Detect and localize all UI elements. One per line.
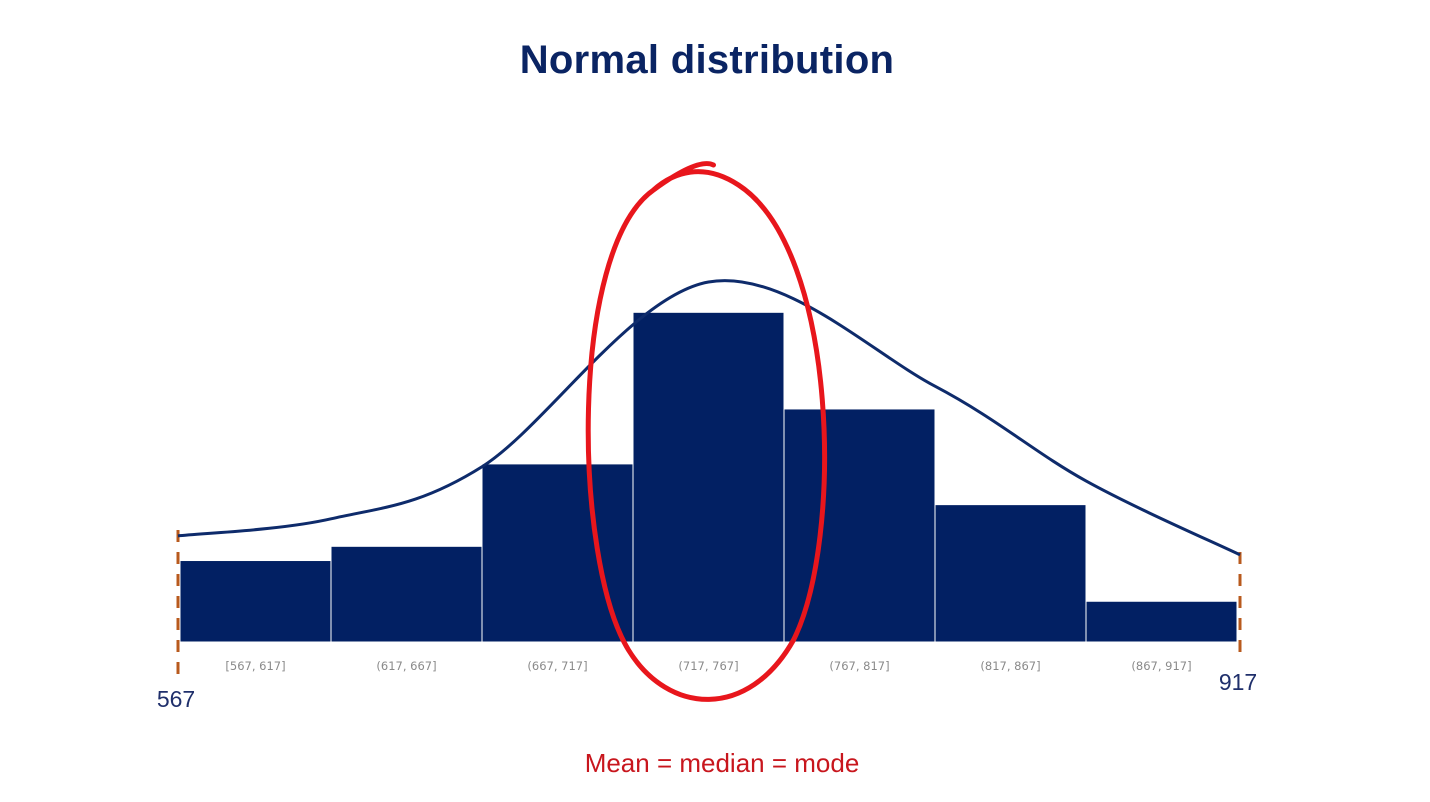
normal-curve — [177, 279, 1241, 557]
bin-label: [567, 617] — [225, 659, 285, 673]
histogram-bar — [330, 545, 483, 643]
range-markers-layer: 567 917 — [157, 530, 1257, 712]
bars-layer — [179, 311, 1238, 643]
annotation-layer — [585, 161, 828, 702]
chart-title: Normal distribution — [519, 38, 895, 82]
range-label-max: 917 — [1219, 669, 1257, 695]
bin-label: (617, 667] — [376, 659, 436, 673]
histogram-bar — [1085, 600, 1238, 643]
bin-labels-layer: [567, 617] (617, 667] (667, 717] (717, 767]… — [225, 659, 1191, 673]
histogram-bar — [179, 560, 332, 643]
bin-label: (667, 717] — [527, 659, 587, 673]
bin-label: (767, 817] — [829, 659, 889, 673]
histogram-bar — [934, 504, 1087, 643]
mode-annotation-circle — [585, 161, 828, 702]
histogram-bar — [632, 311, 785, 643]
caption-mean-median-mode: Mean = median = mode — [584, 748, 860, 778]
bin-label: (717, 767] — [678, 659, 738, 673]
histogram-bar — [481, 463, 634, 643]
bin-label: (867, 917] — [1131, 659, 1191, 673]
curve-layer — [177, 279, 1241, 557]
bin-label: (817, 867] — [980, 659, 1040, 673]
range-label-min: 567 — [157, 686, 195, 712]
